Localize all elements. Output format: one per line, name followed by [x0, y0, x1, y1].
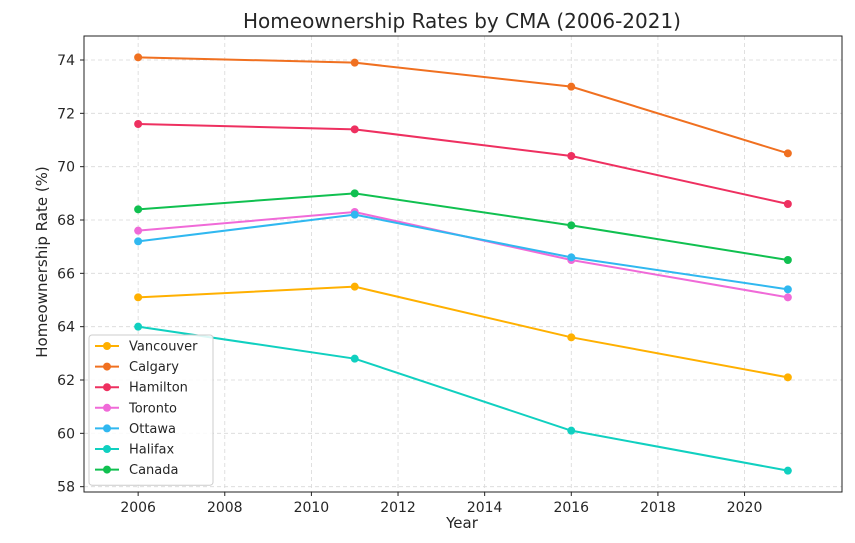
- data-point-toronto: [134, 226, 143, 235]
- series-line-vancouver: [138, 285, 789, 379]
- legend-label: Canada: [129, 463, 178, 478]
- legend-label: Calgary: [129, 360, 179, 375]
- legend-marker: [103, 403, 111, 412]
- data-point-calgary: [567, 82, 576, 91]
- legend-item: Ottawa: [95, 422, 176, 437]
- series-canada: [134, 189, 792, 264]
- legend-marker: [103, 383, 111, 392]
- x-tick-label: 2012: [380, 500, 416, 516]
- data-point-calgary: [350, 58, 359, 67]
- y-tick-label: 66: [57, 266, 75, 282]
- series-line-toronto: [138, 210, 789, 299]
- series-hamilton: [134, 120, 792, 208]
- x-tick-label: 2008: [207, 500, 243, 516]
- legend-item: Halifax: [95, 443, 175, 458]
- series-toronto: [134, 208, 792, 302]
- legend-item: Toronto: [95, 401, 177, 416]
- data-point-vancouver: [567, 333, 576, 342]
- legend-box: [88, 334, 214, 486]
- legend-label: Halifax: [129, 443, 175, 458]
- series-halifax: [134, 322, 792, 475]
- y-axis-label: Homeownership Rate (%): [33, 166, 51, 358]
- x-tick-label: 2016: [553, 500, 589, 516]
- y-tick-label: 64: [57, 320, 75, 336]
- legend-label: Ottawa: [129, 422, 176, 437]
- axes: [83, 35, 843, 493]
- legend-marker: [103, 465, 111, 474]
- legend-label: Hamilton: [129, 381, 188, 396]
- data-point-vancouver: [134, 293, 143, 302]
- data-point-halifax: [350, 354, 359, 363]
- legend: Vancouver Calgary Hamilton Toronto Ottawa Hal…: [88, 334, 214, 486]
- legend-item: Calgary: [95, 360, 179, 375]
- data-point-vancouver: [350, 282, 359, 291]
- legend-label: Vancouver: [129, 340, 198, 355]
- legend-label: Toronto: [128, 401, 177, 416]
- legend-item: Canada: [95, 463, 178, 478]
- data-point-halifax: [567, 426, 576, 435]
- y-tick-label: 62: [57, 373, 75, 389]
- data-point-ottawa: [350, 210, 359, 219]
- data-point-halifax: [783, 466, 792, 475]
- data-point-ottawa: [567, 253, 576, 262]
- x-tick-label: 2020: [727, 500, 763, 516]
- y-tick-label: 74: [57, 53, 75, 69]
- series-line-canada: [138, 192, 789, 261]
- series-layer: [134, 53, 792, 475]
- data-point-halifax: [134, 322, 143, 331]
- legend-marker: [103, 342, 111, 350]
- x-tick-label: 2010: [294, 500, 330, 516]
- x-tick-label: 2006: [120, 500, 156, 516]
- y-tick-label: 72: [57, 106, 75, 122]
- series-line-halifax: [137, 325, 789, 472]
- y-tick-label: 68: [57, 213, 75, 229]
- y-tick-label: 70: [57, 160, 75, 176]
- series-vancouver: [134, 282, 792, 382]
- y-tick-label: 60: [57, 426, 75, 442]
- legend-marker: [103, 445, 111, 453]
- tick-labels: 2006 2008 2010 2012 2014 2016 2018 2020 58 60 62 64…: [57, 53, 762, 516]
- data-point-hamilton: [783, 200, 792, 208]
- plot-frame: [83, 35, 843, 493]
- data-point-toronto: [783, 293, 792, 302]
- y-tick-label: 58: [57, 480, 75, 496]
- chart-title: Homeownership Rates by CMA (2006-2021): [243, 9, 681, 33]
- legend-item: Vancouver: [95, 340, 198, 355]
- data-point-hamilton: [350, 125, 359, 134]
- data-point-hamilton: [567, 152, 576, 160]
- data-point-ottawa: [783, 285, 792, 294]
- series-line-calgary: [138, 56, 789, 155]
- x-axis-label: Year: [445, 514, 479, 532]
- data-point-vancouver: [783, 373, 792, 382]
- series-line-hamilton: [138, 123, 789, 205]
- data-point-calgary: [134, 53, 143, 62]
- data-point-canada: [134, 205, 143, 214]
- legend-item: Hamilton: [95, 381, 188, 396]
- data-point-calgary: [783, 149, 792, 158]
- data-point-ottawa: [134, 237, 143, 246]
- series-calgary: [134, 53, 792, 158]
- legend-marker: [103, 362, 111, 371]
- series-ottawa: [134, 210, 792, 294]
- x-tick-label: 2018: [640, 500, 676, 516]
- data-point-hamilton: [134, 120, 143, 128]
- x-tick-label: 2014: [467, 500, 503, 516]
- data-point-canada: [350, 189, 359, 198]
- data-point-canada: [783, 256, 792, 264]
- legend-marker: [103, 424, 111, 433]
- series-line-ottawa: [138, 213, 789, 291]
- data-point-canada: [567, 221, 576, 230]
